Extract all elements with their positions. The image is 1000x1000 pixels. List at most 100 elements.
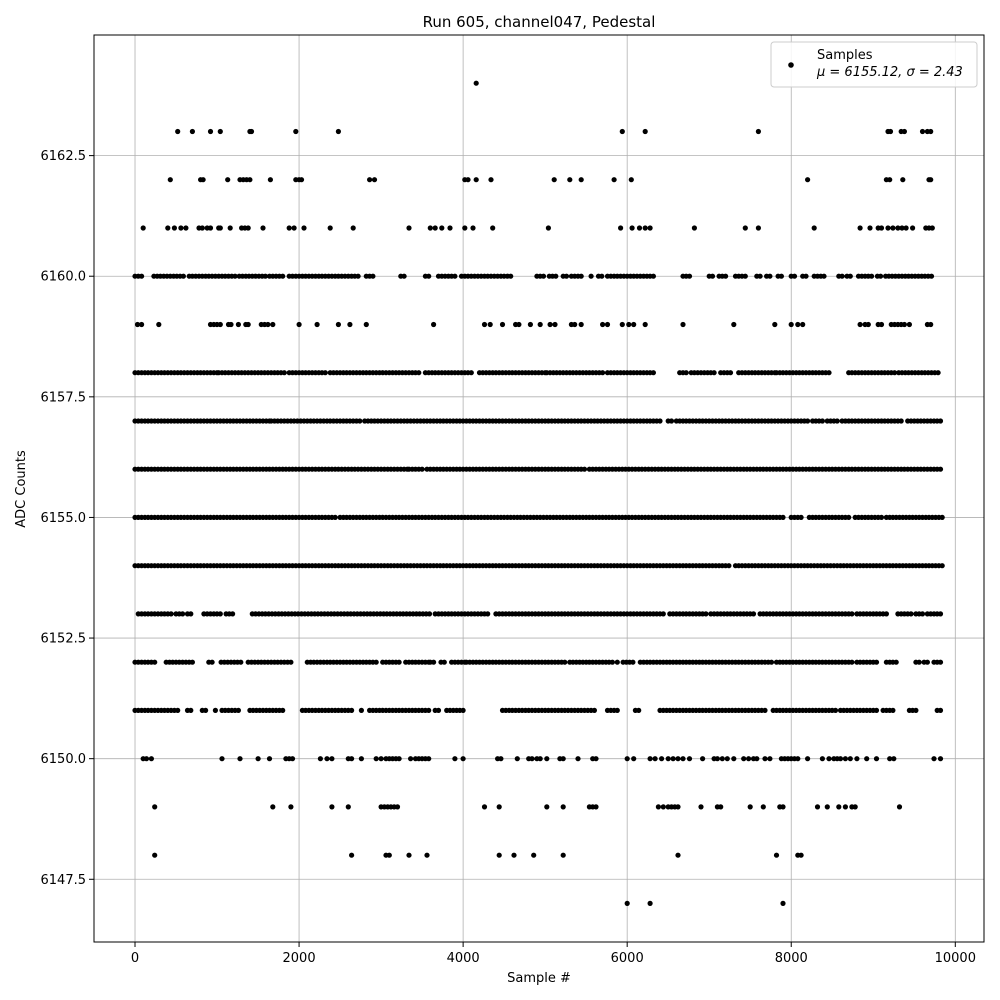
data-point — [460, 756, 466, 762]
data-point — [551, 177, 557, 183]
data-point — [631, 321, 637, 328]
data-point — [378, 756, 384, 762]
data-point — [675, 852, 681, 858]
data-point — [327, 225, 333, 231]
data-point — [885, 225, 891, 231]
data-point — [834, 418, 840, 424]
data-point — [836, 804, 842, 810]
data-point — [852, 804, 858, 810]
data-point — [207, 128, 214, 135]
x-tick-label: 0 — [131, 951, 139, 966]
data-point — [452, 756, 458, 762]
data-point — [928, 177, 934, 183]
data-point — [490, 225, 496, 231]
data-point — [847, 273, 853, 279]
data-point — [724, 756, 730, 762]
data-point — [139, 321, 145, 328]
data-point — [165, 225, 171, 231]
data-point — [203, 707, 209, 714]
data-point — [878, 225, 885, 231]
data-point — [349, 852, 355, 858]
data-point — [488, 177, 494, 183]
data-points — [132, 80, 945, 907]
data-point — [675, 756, 681, 762]
data-point — [237, 756, 243, 762]
data-point — [248, 128, 255, 135]
data-point — [560, 852, 566, 858]
data-point — [939, 563, 945, 569]
data-point — [207, 225, 214, 231]
data-point — [349, 707, 355, 714]
data-point — [324, 756, 330, 762]
data-point — [180, 611, 186, 617]
y-tick-label: 6150.0 — [41, 752, 87, 767]
data-point — [578, 273, 584, 279]
data-point — [826, 756, 832, 762]
data-point — [225, 177, 231, 183]
plot-frame — [93, 34, 985, 943]
data-point — [485, 611, 491, 617]
data-point — [849, 611, 855, 617]
data-point — [742, 273, 748, 279]
data-point — [288, 804, 294, 810]
data-point — [652, 756, 658, 762]
data-point — [780, 514, 786, 521]
data-point — [842, 756, 849, 762]
data-point — [814, 804, 821, 810]
legend-entry-samples: Samples — [817, 48, 873, 63]
data-point — [780, 804, 786, 810]
data-point — [762, 707, 768, 714]
data-point — [314, 321, 320, 328]
data-point — [650, 273, 657, 279]
data-point — [629, 225, 635, 231]
data-point — [899, 225, 905, 231]
data-point — [289, 756, 296, 762]
data-point — [406, 225, 412, 231]
data-point — [363, 321, 369, 328]
data-point — [854, 756, 860, 762]
data-point — [865, 321, 871, 328]
data-point — [659, 756, 665, 762]
y-tick-label: 6152.5 — [41, 632, 87, 647]
data-point — [332, 514, 338, 521]
data-point — [780, 900, 786, 907]
legend: Samples μ = 6155.12, σ = 2.43 — [770, 41, 978, 88]
data-point — [750, 611, 757, 617]
data-point — [209, 659, 215, 665]
data-point — [916, 659, 922, 665]
data-point — [805, 177, 811, 183]
data-point — [465, 177, 471, 183]
data-point — [873, 756, 880, 762]
data-point — [335, 128, 341, 135]
data-point — [887, 128, 894, 135]
data-point — [670, 756, 676, 762]
data-point — [747, 804, 753, 810]
data-point — [552, 321, 558, 328]
data-point — [152, 852, 158, 858]
data-point — [373, 756, 379, 762]
data-point — [660, 611, 666, 617]
data-point — [406, 852, 412, 858]
data-point — [742, 225, 748, 231]
data-point — [247, 177, 253, 183]
data-point — [805, 418, 811, 424]
data-point — [496, 852, 502, 858]
data-point — [675, 804, 681, 810]
data-point — [878, 321, 885, 328]
data-point — [919, 611, 926, 617]
data-point — [560, 756, 566, 762]
data-point — [626, 321, 632, 328]
data-point — [811, 225, 817, 231]
data-point — [217, 321, 223, 328]
data-point — [498, 756, 504, 762]
data-point — [537, 756, 543, 762]
data-point — [426, 756, 432, 762]
data-point — [394, 804, 401, 810]
data-point — [890, 225, 896, 231]
data-point — [600, 321, 606, 328]
data-point — [901, 321, 908, 328]
y-tick-label: 6147.5 — [41, 873, 87, 888]
data-point — [508, 273, 514, 279]
data-point — [754, 756, 760, 762]
